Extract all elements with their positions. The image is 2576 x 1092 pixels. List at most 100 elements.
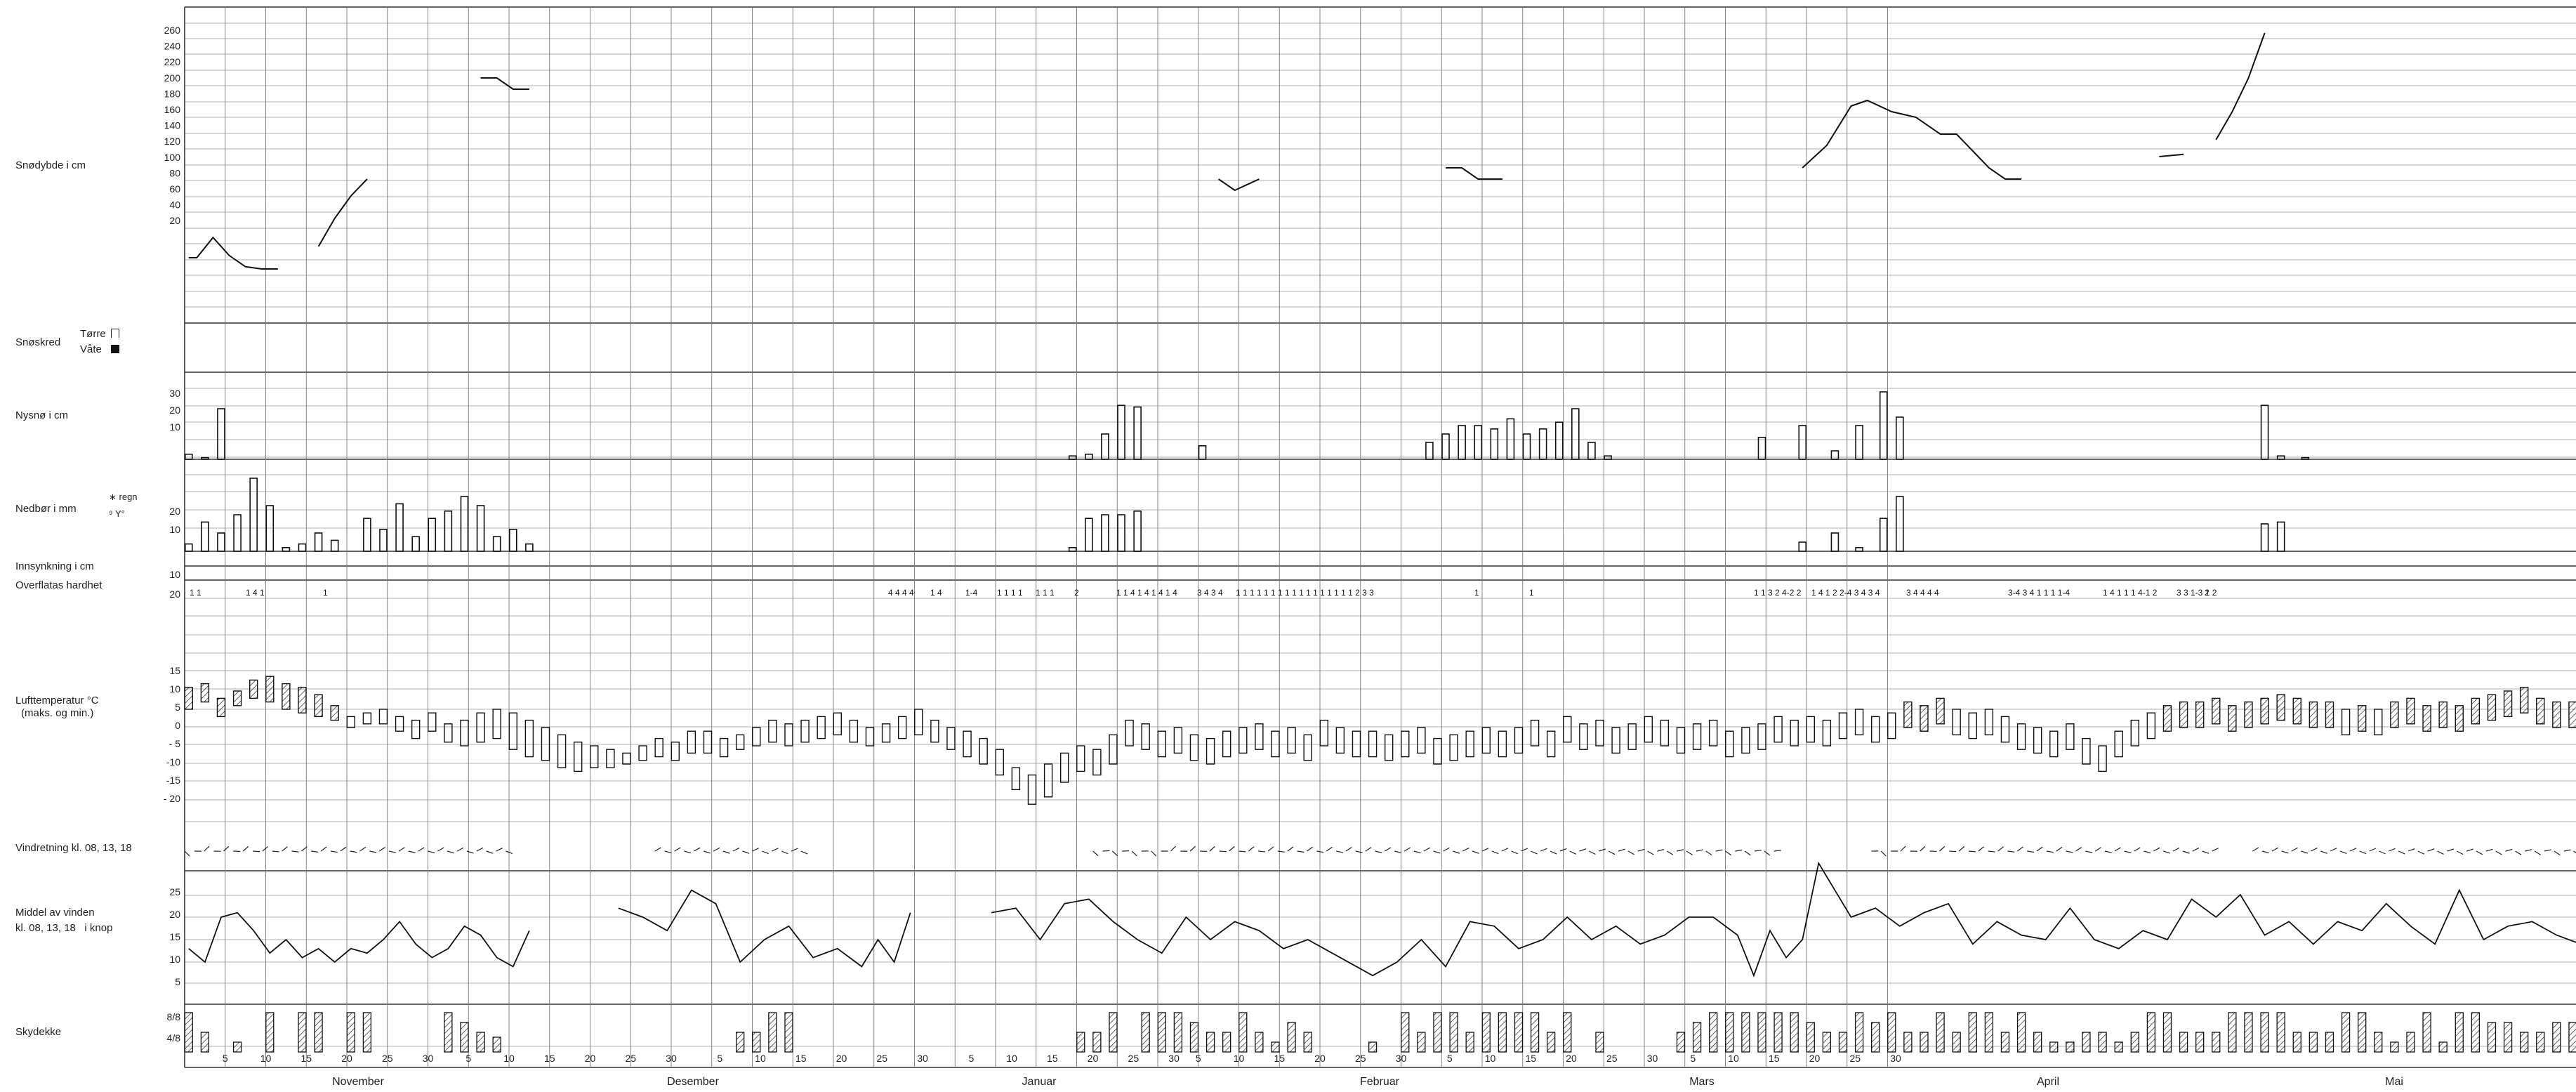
wind-direction-barb — [1715, 849, 1723, 852]
temp-range-bar — [1660, 719, 1670, 746]
temp-range-bar — [1141, 723, 1150, 750]
wind-direction-barb — [378, 847, 385, 852]
day-tick-label: 20 — [341, 1053, 352, 1064]
precip-bar — [1879, 518, 1888, 552]
cloud-cover-bar — [2066, 1041, 2075, 1053]
wind-direction-barb — [456, 847, 464, 852]
cloud-cover-bar — [1871, 1022, 1880, 1053]
temp-range-bar — [2162, 705, 2172, 732]
penetration-tick: 10 — [169, 569, 180, 580]
temp-range-bar — [1384, 734, 1394, 761]
day-tick-label: 30 — [1890, 1053, 1901, 1064]
hardness-mark: 1 1 1 — [1036, 588, 1055, 598]
wind-direction-barb — [791, 848, 798, 852]
new-snow-tick: 30 — [169, 388, 180, 399]
wind-direction-barb — [204, 846, 210, 852]
wind-direction-barb — [340, 846, 347, 852]
wind-direction-barb — [674, 847, 681, 852]
snow-depth-line — [2215, 32, 2266, 140]
wind-direction-barb — [291, 850, 299, 853]
wind-direction-barb — [2007, 850, 2015, 853]
wind-tick: 10 — [169, 954, 180, 965]
label-precip-rain: ∗ regn — [109, 492, 138, 502]
temp-range-bar — [428, 712, 437, 732]
precip-bar — [428, 518, 437, 552]
temp-range-bar — [1774, 716, 1783, 743]
precip-tick: 20 — [169, 506, 180, 517]
month-label-februar: Februar — [1359, 1076, 1400, 1088]
new-snow-bar — [1879, 391, 1888, 460]
hardness-mark: 4 4 4 4 — [888, 588, 914, 598]
temp-range-bar — [2114, 730, 2123, 758]
wind-direction-barb — [1472, 850, 1479, 854]
cloud-cover-bar — [2292, 1032, 2301, 1053]
precip-bar — [1117, 514, 1125, 552]
temp-range-bar — [638, 745, 647, 761]
cloud-cover-bar — [2455, 1012, 2464, 1053]
wind-direction-barb — [1481, 848, 1489, 852]
cloud-cover-bar — [2325, 1032, 2334, 1053]
cloud-cover-bar — [1790, 1012, 1799, 1053]
temp-range-bar — [2568, 701, 2576, 728]
temp-range-bar — [930, 719, 939, 743]
temp-range-bar — [2471, 697, 2481, 725]
snow-depth-line — [480, 77, 529, 90]
snow-depth-tick: 160 — [164, 104, 181, 115]
day-tick-label: 5 — [1447, 1053, 1453, 1064]
wind-direction-barb — [330, 850, 338, 853]
wind-direction-barb — [2505, 848, 2513, 852]
temp-range-bar — [298, 687, 307, 713]
day-tick-label: 30 — [1647, 1053, 1658, 1064]
temp-range-bar — [1692, 723, 1702, 750]
temp-range-bar — [687, 730, 696, 754]
wind-direction-barb — [2036, 846, 2043, 852]
day-tick-label: 25 — [1128, 1053, 1140, 1064]
label-cloud: Skydekke — [15, 1026, 62, 1038]
temp-range-bar — [2519, 687, 2529, 713]
cloud-cover-bar — [1303, 1032, 1312, 1053]
precip-bar — [1085, 518, 1093, 552]
wind-direction-barb — [1627, 850, 1634, 855]
month-label-desember: Desember — [667, 1076, 719, 1088]
temp-range-bar — [1854, 709, 1864, 736]
wind-direction-barb — [2427, 848, 2435, 852]
day-tick-label: 5 — [223, 1053, 228, 1064]
day-tick-label: 25 — [1606, 1053, 1618, 1064]
cloud-cover-bar — [1239, 1012, 1248, 1053]
precip-bar — [508, 528, 517, 552]
cloud-cover-bar — [1173, 1012, 1183, 1053]
temp-range-bar — [1173, 727, 1183, 754]
wind-direction-barb — [654, 847, 661, 852]
temp-range-bar — [1449, 734, 1458, 761]
temp-range-bar — [411, 719, 421, 739]
cloud-cover-bar — [1189, 1022, 1199, 1053]
precip-bar — [217, 532, 225, 552]
hardness-mark: 1 1 4 1 4 1 4 1 4 — [1116, 588, 1177, 598]
wind-direction-barb — [694, 847, 701, 852]
wind-direction-barb — [2261, 850, 2269, 854]
day-tick-label: 5 — [1690, 1053, 1696, 1064]
temp-range-bar — [735, 734, 745, 750]
precip-bar — [395, 503, 404, 552]
day-tick-label: 10 — [1234, 1053, 1245, 1064]
temp-range-bar — [460, 719, 469, 746]
label-penetration: Innsynkning i cm — [15, 560, 94, 572]
cloud-cover-bar — [2049, 1041, 2059, 1053]
wind-direction-barb — [1900, 846, 1906, 852]
temp-range-bar — [330, 705, 339, 721]
cloud-cover-bar — [1109, 1012, 1118, 1053]
day-tick-label: 20 — [1314, 1053, 1326, 1064]
cloud-cover-bar — [1903, 1032, 1913, 1053]
wind-direction-barb — [1696, 849, 1703, 852]
hardness-mark: 1-4 — [965, 588, 978, 598]
wind-direction-barb — [1267, 846, 1274, 852]
wind-direction-barb — [1764, 850, 1771, 856]
temp-range-bar — [2438, 701, 2448, 728]
wind-direction-barb — [369, 850, 377, 853]
label-wind-dir: Vindretning kl. 08, 13, 18 — [15, 842, 132, 854]
precip-bar — [2260, 523, 2269, 552]
wind-direction-barb — [2153, 847, 2160, 852]
day-tick-label: 5 — [968, 1053, 974, 1064]
cloud-cover-bar — [1287, 1022, 1296, 1053]
wind-direction-barb — [2104, 850, 2112, 853]
